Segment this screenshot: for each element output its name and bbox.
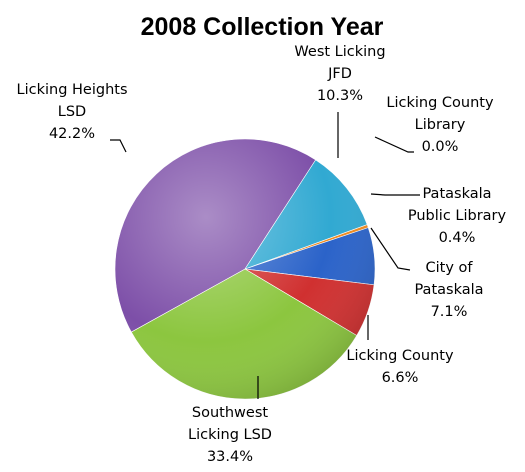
- slice-category-label: Licking County: [386, 95, 494, 111]
- slice-percent-label: 10.3%: [317, 88, 363, 104]
- slice-category-label: Pataskala: [422, 186, 491, 202]
- slice-category-label: Library: [415, 117, 466, 133]
- slice-category-label: LSD: [58, 104, 86, 120]
- slice-percent-label: 6.6%: [382, 370, 419, 386]
- leader-line: [370, 193, 420, 196]
- slice-percent-label: 42.2%: [49, 126, 95, 142]
- slice-category-label: City of: [425, 260, 473, 276]
- leader-line: [370, 227, 411, 271]
- pie-gloss: [115, 139, 375, 399]
- slice-percent-label: 33.4%: [207, 449, 253, 465]
- leader-lines: [110, 112, 420, 399]
- slice-percent-label: 7.1%: [431, 304, 468, 320]
- slice-category-label: West Licking: [294, 44, 385, 60]
- slice-category-label: Southwest: [192, 405, 268, 421]
- leader-line: [110, 139, 127, 153]
- slice-category-label: JFD: [327, 66, 352, 82]
- slice-category-label: Licking LSD: [188, 427, 272, 443]
- slice-category-label: Public Library: [408, 208, 507, 224]
- slice-category-label: Pataskala: [414, 282, 483, 298]
- leader-line: [374, 136, 414, 153]
- slice-percent-label: 0.4%: [439, 230, 476, 246]
- slice-percent-label: 0.0%: [422, 139, 459, 155]
- chart-title: 2008 Collection Year: [141, 13, 384, 41]
- slice-labels: Licking County Library 0.0% Pataskala Public…: [17, 44, 507, 465]
- slice-category-label: Licking County: [346, 348, 454, 364]
- slice-category-label: Licking Heights: [17, 82, 128, 98]
